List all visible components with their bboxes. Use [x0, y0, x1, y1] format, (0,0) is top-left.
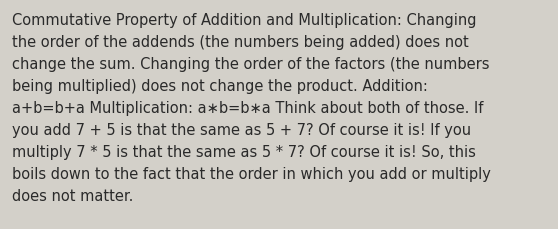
Text: does not matter.: does not matter.: [12, 188, 133, 203]
Text: you add 7 + 5 is that the same as 5 + 7? Of course it is! If you: you add 7 + 5 is that the same as 5 + 7?…: [12, 123, 471, 137]
Text: multiply 7 * 5 is that the same as 5 * 7? Of course it is! So, this: multiply 7 * 5 is that the same as 5 * 7…: [12, 144, 476, 159]
Text: a+b=b+a Multiplication: a∗b=b∗a Think about both of those. If: a+b=b+a Multiplication: a∗b=b∗a Think ab…: [12, 101, 483, 115]
Text: boils down to the fact that the order in which you add or multiply: boils down to the fact that the order in…: [12, 166, 491, 181]
Text: change the sum. Changing the order of the factors (the numbers: change the sum. Changing the order of th…: [12, 57, 489, 72]
Text: the order of the addends (the numbers being added) does not: the order of the addends (the numbers be…: [12, 35, 469, 50]
Text: Commutative Property of Addition and Multiplication: Changing: Commutative Property of Addition and Mul…: [12, 13, 477, 28]
Text: being multiplied) does not change the product. Addition:: being multiplied) does not change the pr…: [12, 79, 428, 94]
